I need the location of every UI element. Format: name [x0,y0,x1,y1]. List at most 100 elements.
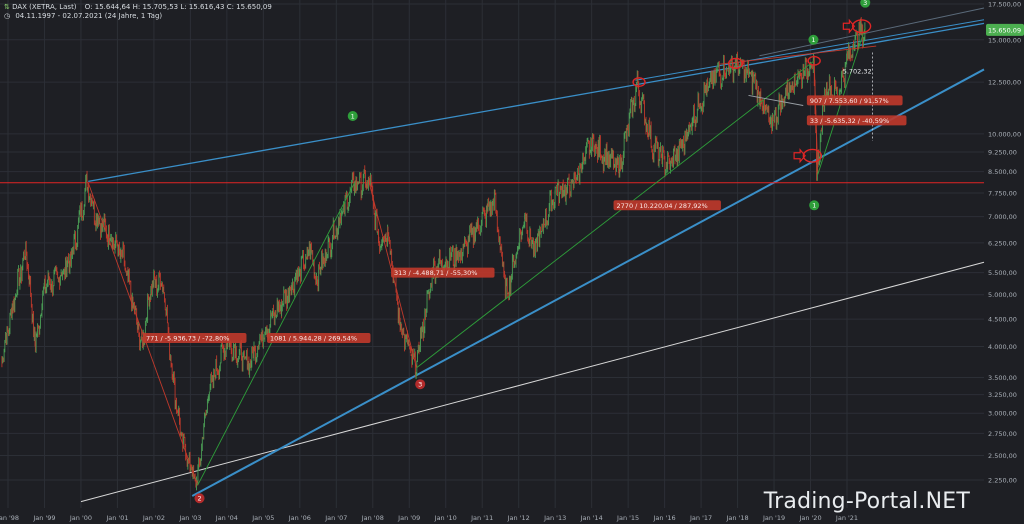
annotation-box [613,200,721,211]
x-tick-label: Jan '21 [835,514,858,522]
annotation-label: 907 / 7.553,60 / 91,57% [810,97,889,105]
wave-marker [808,34,819,45]
date-range-detail: (24 Jahre, 1 Tag) [104,12,163,20]
y-tick-label: 5.000,00 [988,291,1017,299]
symbol-label: DAX (XETRA, Last) [12,3,77,11]
clock-icon: ◷ [4,12,11,20]
x-tick-label: Jan '09 [397,514,420,522]
x-tick-label: Jan '20 [798,514,821,522]
wave-marker-label: 3 [418,380,422,388]
annotation-box [806,115,907,126]
x-tick-label: Jan '08 [361,514,384,522]
y-tick-label: 5.500,00 [988,269,1017,277]
annotation-box [391,267,495,278]
high-circle [851,19,872,34]
annotation-label: 313 / -4.488,71 / -55,30% [394,269,477,277]
x-tick-label: Jan '04 [215,514,238,522]
wave-marker [194,493,205,504]
arrow-right-icon [793,148,806,164]
y-tick-label: 2.500,00 [988,452,1017,460]
x-tick-label: Jan '12 [507,514,530,522]
x-tick-label: Jan '99 [32,514,55,522]
x-tick-label: Jan '98 [0,514,19,522]
blue-support-line [191,68,985,497]
y-tick-label: 17.500,00 [988,1,1021,9]
x-tick-label: Jan '10 [434,514,457,522]
wave-marker [809,200,820,211]
wave-marker-label: 1 [351,112,355,120]
x-tick-label: Jan '07 [324,514,347,522]
x-tick-label: Jan '16 [653,514,676,522]
low-value: L: 15.616,43 [180,3,225,11]
swing-line-up [416,60,815,369]
annotation-label: 2770 / 10.220,04 / 287,92% [617,202,708,210]
low-circle [802,148,823,163]
close-value: C: 15.650,09 [226,3,272,11]
wave-marker [415,379,426,390]
annotation-box [266,332,371,343]
x-tick-label: Jan '00 [69,514,92,522]
y-tick-label: 3.000,00 [988,410,1017,418]
y-tick-label: 4.000,00 [988,343,1017,351]
date-range: 04.11.1997 - 02.07.2021 [15,12,103,20]
x-tick-label: Jan '01 [105,514,128,522]
high-value: H: 15.705,53 [132,3,179,11]
annotation-label: 5.702,32 [843,68,872,76]
annotation-label: 33 / -5.635,32 / -40,59% [810,117,889,125]
x-tick-label: Jan '14 [580,514,603,522]
blue-resistance-line-2 [635,19,985,81]
x-tick-label: Jan '05 [251,514,274,522]
y-tick-label: 8.500,00 [988,168,1017,176]
x-tick-label: Jan '17 [689,514,712,522]
annotation-label: 771 / -5.936,73 / -72,80% [146,334,229,342]
y-tick-label: 4.500,00 [988,316,1017,324]
y-tick-label: 15.000,00 [988,36,1021,44]
arrow-right-icon [842,18,856,34]
x-tick-label: Jan '18 [725,514,748,522]
y-tick-label: 2.750,00 [988,430,1017,438]
wave-marker-label: 2 [197,495,201,503]
annotation-label: 1081 / 5.944,28 / 269,54% [270,334,357,342]
wave-marker [860,0,871,8]
swing-line-down [87,182,199,486]
peak-circle [632,77,646,87]
white-trend-line [80,261,985,503]
x-tick-label: Jan '15 [616,514,639,522]
symbol-icon: ⇅ [4,3,10,11]
y-tick-label: 7.750,00 [988,190,1017,198]
peak-circle [728,57,744,69]
x-tick-label: Jan '11 [470,514,493,522]
y-tick-label: 10.000,00 [988,130,1021,138]
wave-marker-label: 1 [811,36,815,44]
last-price-tag [986,23,1024,36]
y-tick-label: 9.250,00 [988,148,1017,156]
swing-line-red-top [719,45,877,65]
x-tick-label: Jan '03 [178,514,201,522]
wave-marker-label: 3 [863,0,867,7]
chart-header: ⇅ DAX (XETRA, Last) O: 15.644,64 H: 15.7… [4,3,272,11]
peak-circle [807,55,821,66]
y-tick-label: 12.500,00 [988,79,1021,87]
chart-range-info: ◷ 04.11.1997 - 02.07.2021 (24 Jahre, 1 T… [4,12,162,20]
x-tick-label: Jan '06 [288,514,311,522]
grey-trend-line [759,7,985,57]
wave-marker [347,111,358,122]
x-tick-label: Jan '19 [762,514,785,522]
y-tick-label: 6.250,00 [988,239,1017,247]
blue-resistance-line [88,22,985,182]
x-tick-label: Jan '13 [543,514,566,522]
y-tick-label: 2.250,00 [988,477,1017,485]
y-tick-label: 7.000,00 [988,213,1017,221]
open-value: O: 15.644,64 [84,3,131,11]
wave-marker-label: 1 [812,202,816,210]
swing-line-grey [748,95,804,106]
y-tick-label: 3.500,00 [988,374,1017,382]
y-tick-label: 3.250,00 [988,391,1017,399]
x-tick-label: Jan '02 [142,514,165,522]
annotation-box [806,95,903,106]
watermark-logo: Trading-Portal.NET [763,489,970,514]
annotation-box [142,332,247,343]
last-price-label: 15.650,09 [988,26,1021,34]
